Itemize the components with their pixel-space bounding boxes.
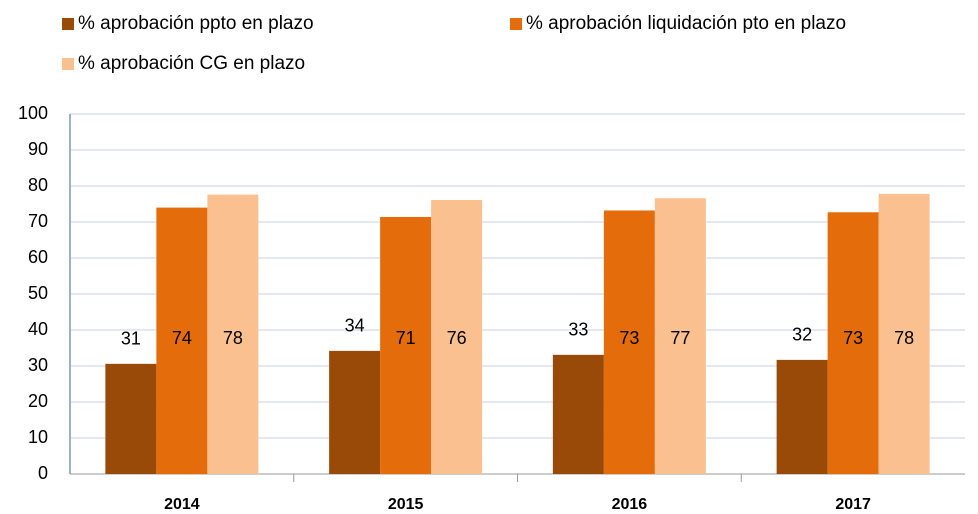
y-tick-label: 80 xyxy=(28,175,48,195)
data-label: 32 xyxy=(792,325,812,345)
legend-swatch xyxy=(510,18,522,30)
bar xyxy=(156,207,208,474)
bar xyxy=(380,216,432,474)
bar xyxy=(654,198,706,475)
bar xyxy=(207,194,259,474)
bar xyxy=(776,359,828,474)
x-tick-label: 2017 xyxy=(835,496,871,513)
data-label: 74 xyxy=(172,328,192,348)
data-label: 77 xyxy=(670,328,690,348)
y-tick-label: 10 xyxy=(28,427,48,447)
y-tick-label: 90 xyxy=(28,139,48,159)
legend-label: % aprobación CG en plazo xyxy=(78,53,305,74)
x-tick-label: 2014 xyxy=(164,496,200,513)
y-tick-label: 40 xyxy=(28,319,48,339)
data-label: 78 xyxy=(894,328,914,348)
y-tick-label: 20 xyxy=(28,391,48,411)
bar xyxy=(431,200,483,475)
y-tick-label: 0 xyxy=(38,463,48,483)
bar xyxy=(603,210,655,475)
x-tick-label: 2015 xyxy=(388,496,424,513)
x-tick-label: 2016 xyxy=(612,496,648,513)
y-tick-label: 30 xyxy=(28,355,48,375)
bar xyxy=(105,363,157,474)
legend-label: % aprobación liquidación pto en plazo xyxy=(526,13,846,34)
y-tick-label: 100 xyxy=(18,103,48,123)
legend-label: % aprobación ppto en plazo xyxy=(78,13,314,34)
bar xyxy=(827,212,879,474)
data-label: 73 xyxy=(619,328,639,348)
bar xyxy=(878,193,930,475)
data-label: 73 xyxy=(843,328,863,348)
bar xyxy=(329,350,381,474)
data-label: 76 xyxy=(447,328,467,348)
data-label: 33 xyxy=(568,320,588,340)
legend-swatch xyxy=(62,18,74,30)
data-label: 34 xyxy=(345,316,365,336)
bar xyxy=(552,354,604,474)
y-tick-label: 70 xyxy=(28,211,48,231)
y-tick-label: 60 xyxy=(28,247,48,267)
data-label: 31 xyxy=(121,329,141,349)
y-tick-label: 50 xyxy=(28,283,48,303)
data-label: 78 xyxy=(223,328,243,348)
data-label: 71 xyxy=(396,328,416,348)
legend-swatch xyxy=(62,58,74,70)
